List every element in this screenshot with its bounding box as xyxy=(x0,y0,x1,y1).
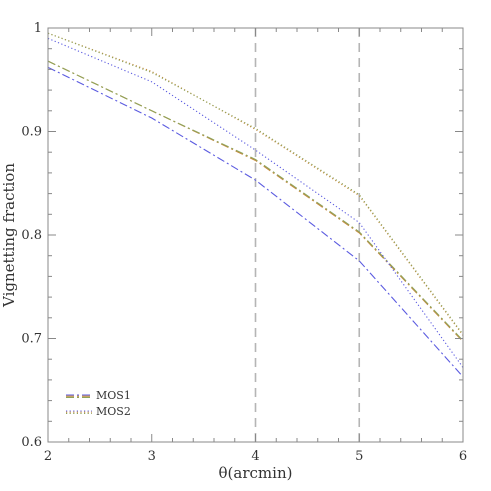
series-line-4 xyxy=(47,32,464,336)
reference-lines xyxy=(254,28,361,442)
x-tick-label: 4 xyxy=(251,449,259,464)
series-line-0 xyxy=(47,66,464,378)
y-tick-label: 0.7 xyxy=(21,332,42,347)
y-tick-label: 0.6 xyxy=(21,435,42,450)
x-axis-label: θ(arcmin) xyxy=(219,464,293,482)
y-tick-label: 1 xyxy=(34,21,42,36)
tick-labels: 2 3 4 5 6 0.6 0.7 0.8 0.9 1 xyxy=(21,21,467,464)
y-tick-label: 0.8 xyxy=(21,228,42,243)
legend-label: MOS1 xyxy=(96,389,131,402)
axis-ticks xyxy=(47,27,464,443)
x-tick-label: 2 xyxy=(44,449,52,464)
x-tick-label: 5 xyxy=(355,449,363,464)
x-tick-label: 6 xyxy=(459,449,467,464)
x-tick-label: 3 xyxy=(148,449,156,464)
y-tick-label: 0.9 xyxy=(21,125,42,140)
series-line-2 xyxy=(47,60,464,341)
legend: MOS1 MOS2 xyxy=(66,389,131,418)
series-layer xyxy=(47,32,464,378)
y-axis-label: Vignetting fraction xyxy=(0,163,18,308)
legend-label: MOS2 xyxy=(96,405,131,418)
